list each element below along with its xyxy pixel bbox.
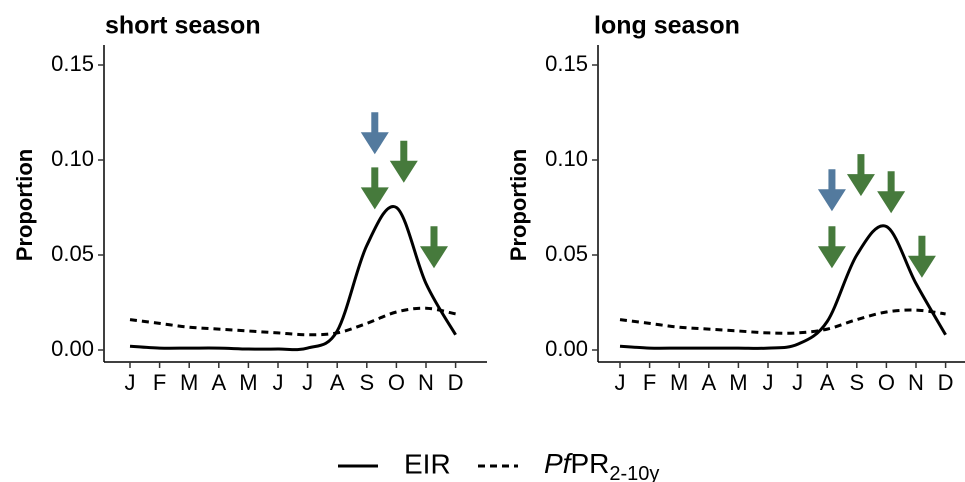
arrow xyxy=(877,171,906,214)
x-tick-label: J xyxy=(125,370,136,395)
arrow xyxy=(419,226,448,269)
x-tick-label: M xyxy=(670,370,688,395)
x-tick-label: M xyxy=(180,370,198,395)
x-tick-label: F xyxy=(153,370,166,395)
y-tick-label: 0.15 xyxy=(51,51,94,76)
arrow xyxy=(389,140,418,183)
arrow xyxy=(846,154,875,197)
arrow xyxy=(907,235,936,278)
legend-label: EIR xyxy=(404,448,451,479)
series-line xyxy=(129,205,457,352)
panel-title: long season xyxy=(594,12,740,40)
x-tick-label: M xyxy=(729,370,747,395)
y-tick-label: 0.00 xyxy=(545,336,588,361)
arrow xyxy=(817,169,846,212)
y-tick-label: 0.10 xyxy=(51,146,94,171)
arrow xyxy=(817,226,846,269)
x-tick-label: N xyxy=(418,370,434,395)
x-tick-label: A xyxy=(701,370,716,395)
x-tick-label: N xyxy=(908,370,924,395)
series-line xyxy=(619,308,946,335)
series-line xyxy=(129,306,456,337)
x-tick-label: A xyxy=(820,370,835,395)
x-tick-label: D xyxy=(448,370,464,395)
arrow xyxy=(360,112,389,155)
x-tick-label: O xyxy=(388,370,405,395)
y-tick-label: 0.05 xyxy=(545,241,588,266)
x-tick-label: A xyxy=(211,370,226,395)
x-tick-label: S xyxy=(359,370,374,395)
x-tick-label: J xyxy=(763,370,774,395)
x-tick-label: F xyxy=(643,370,656,395)
x-tick-label: S xyxy=(849,370,864,395)
y-axis-label: Proportion xyxy=(12,149,37,261)
arrow xyxy=(360,167,389,210)
y-tick-label: 0.05 xyxy=(51,241,94,266)
legend-label-part: 2-10y xyxy=(609,463,659,482)
legend-label-part: Pf xyxy=(544,448,574,479)
x-tick-label: J xyxy=(302,370,313,395)
y-tick-label: 0.00 xyxy=(51,336,94,361)
x-tick-label: D xyxy=(938,370,954,395)
x-tick-label: J xyxy=(792,370,803,395)
x-tick-label: M xyxy=(239,370,257,395)
x-tick-label: J xyxy=(273,370,284,395)
series-line xyxy=(619,224,947,350)
legend-label-part: PR xyxy=(570,448,609,479)
y-tick-label: 0.15 xyxy=(545,51,588,76)
x-tick-label: J xyxy=(615,370,626,395)
x-tick-label: A xyxy=(330,370,345,395)
y-tick-label: 0.10 xyxy=(545,146,588,171)
y-axis-label: Proportion xyxy=(506,149,531,261)
x-tick-label: O xyxy=(878,370,895,395)
legend-label: PfPR2-10y xyxy=(544,448,659,482)
panel-title: short season xyxy=(105,12,261,40)
